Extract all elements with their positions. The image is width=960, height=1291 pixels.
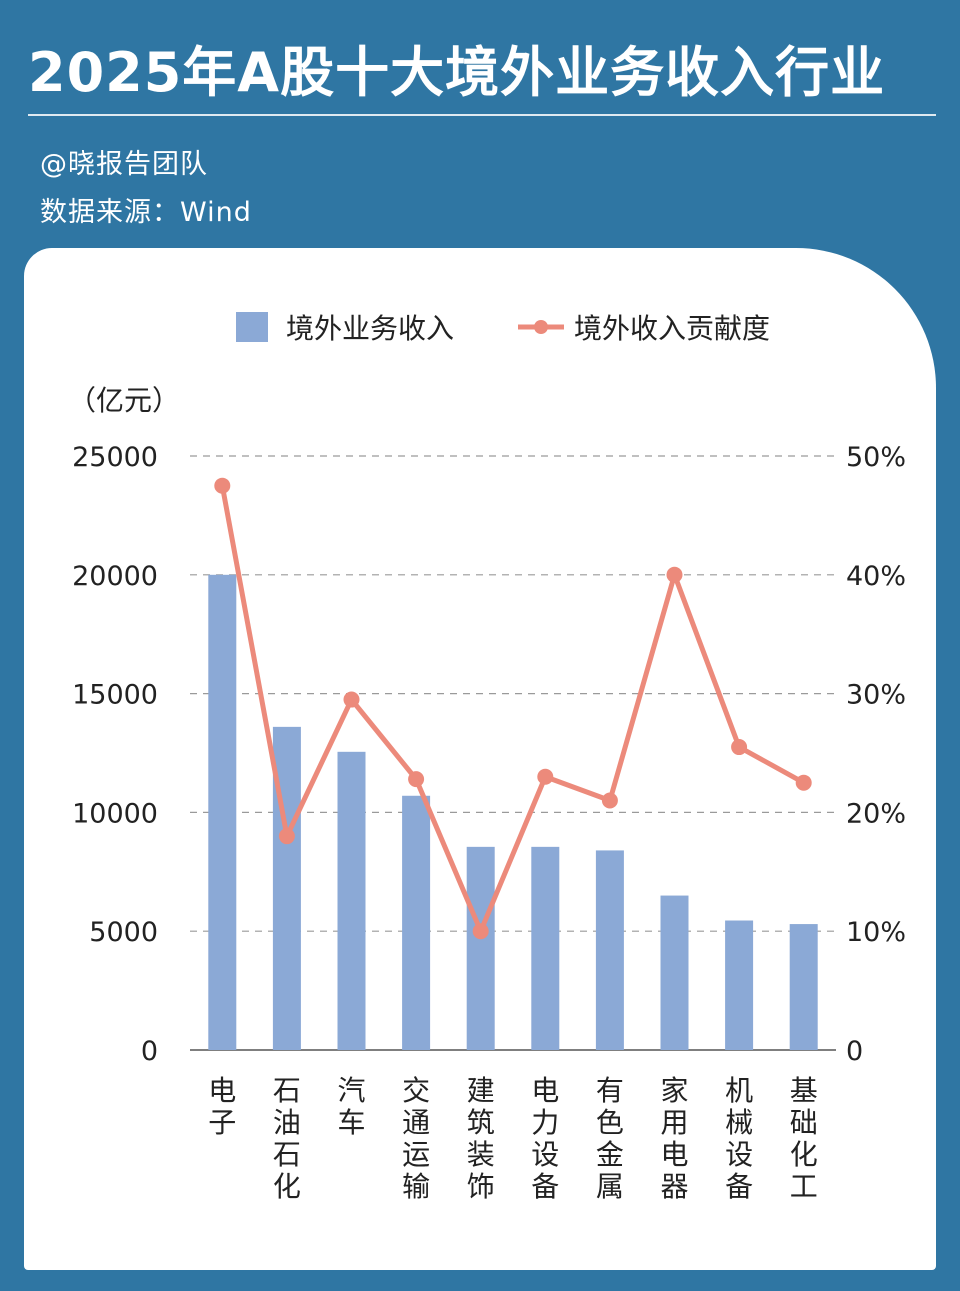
x-category-label-char: 色 (596, 1106, 624, 1139)
bar-4 (402, 795, 431, 1050)
line-point-6 (537, 768, 554, 785)
x-category-label-char: 车 (337, 1106, 365, 1139)
x-category-label-char: 汽 (337, 1074, 365, 1107)
line-point-1 (214, 477, 231, 494)
y-right-tick-label: 50% (846, 442, 906, 473)
x-category-label-char: 建 (467, 1074, 495, 1107)
page-title: 2025年A股十大境外业务收入行业 (28, 41, 886, 104)
y-right-tick-label: 30% (846, 680, 906, 711)
x-category-label-char: 用 (660, 1106, 688, 1139)
line-point-4 (408, 771, 425, 788)
line-point-5 (472, 923, 489, 940)
x-category-label-char: 化 (273, 1170, 301, 1203)
bar-3 (337, 751, 366, 1050)
x-category-label-char: 设 (531, 1138, 559, 1171)
bar-8 (660, 895, 689, 1050)
legend-bar-label: 境外业务收入 (286, 312, 454, 345)
x-category-label-char: 属 (596, 1170, 624, 1203)
x-category-label-char: 力 (531, 1106, 559, 1139)
x-category-label-char: 工 (790, 1170, 818, 1203)
y-left-tick-label: 10000 (72, 798, 158, 829)
combo-chart: 0 0 5000 10% 10000 20% 15000 30% 20000 40% 25000 50… (68, 312, 906, 1203)
x-category-label-char: 电 (660, 1138, 688, 1171)
x-category-label-char: 电 (208, 1074, 236, 1107)
x-category-label-char: 输 (402, 1170, 430, 1203)
bar-7 (595, 850, 624, 1050)
bar-6 (531, 846, 560, 1050)
x-category-label-char: 备 (531, 1170, 559, 1203)
x-category-label-char: 础 (790, 1106, 818, 1139)
credit-text: @晓报告团队 (40, 149, 208, 180)
y-right-tick-label: 40% (846, 561, 906, 592)
x-category-label-char: 基 (790, 1074, 818, 1107)
x-category-label-char: 油 (273, 1106, 301, 1139)
x-category-label-char: 器 (660, 1170, 688, 1203)
x-category-label-char: 有 (596, 1074, 624, 1107)
bar-5 (466, 846, 495, 1050)
x-category-label-char: 石 (273, 1138, 301, 1171)
x-category-label-char: 金 (596, 1138, 624, 1171)
x-category-label-char: 石 (273, 1074, 301, 1107)
y-left-unit-label: （亿元） (68, 384, 180, 417)
line-point-9 (731, 739, 748, 756)
line-point-8 (666, 566, 683, 583)
x-category-label-char: 交 (402, 1074, 430, 1107)
x-category-label-char: 通 (402, 1106, 430, 1139)
legend-line-label: 境外收入贡献度 (574, 312, 770, 345)
bar-10 (789, 924, 818, 1050)
line-point-10 (795, 774, 812, 791)
x-category-label-char: 饰 (467, 1170, 495, 1203)
x-category-label-char: 运 (402, 1138, 430, 1171)
x-category-label-char: 装 (467, 1138, 495, 1171)
source-text: 数据来源：Wind (40, 197, 252, 228)
x-category-label-char: 机 (725, 1074, 753, 1107)
title-divider (28, 114, 936, 116)
x-category-label-char: 械 (725, 1106, 753, 1139)
line-point-2 (278, 828, 295, 845)
y-right-tick-label: 10% (846, 917, 906, 948)
line-point-7 (601, 792, 618, 809)
x-category-label-char: 设 (725, 1138, 753, 1171)
x-category-label-char: 备 (725, 1170, 753, 1203)
legend-bar-swatch (236, 312, 268, 342)
y-left-tick-label: 15000 (72, 680, 158, 711)
bar-9 (725, 920, 754, 1050)
x-category-label-char: 电 (531, 1074, 559, 1107)
x-category-label-char: 筑 (467, 1106, 495, 1139)
y-left-tick-label: 5000 (89, 917, 158, 948)
x-category-label-char: 家 (660, 1074, 688, 1107)
y-left-tick-label: 25000 (72, 442, 158, 473)
y-right-tick-label: 20% (846, 798, 906, 829)
y-right-tick-label: 0 (846, 1036, 863, 1067)
line-point-3 (343, 691, 360, 708)
contribution-line (219, 485, 805, 934)
bar-1 (208, 574, 237, 1050)
legend-line-marker (534, 320, 548, 334)
y-left-tick-label: 0 (141, 1036, 158, 1067)
x-category-label-char: 化 (790, 1138, 818, 1171)
x-category-label-char: 子 (208, 1106, 236, 1139)
chart-card: 0 0 5000 10% 10000 20% 15000 30% 20000 40% 25000 50… (24, 248, 936, 1270)
y-left-tick-label: 20000 (72, 561, 158, 592)
